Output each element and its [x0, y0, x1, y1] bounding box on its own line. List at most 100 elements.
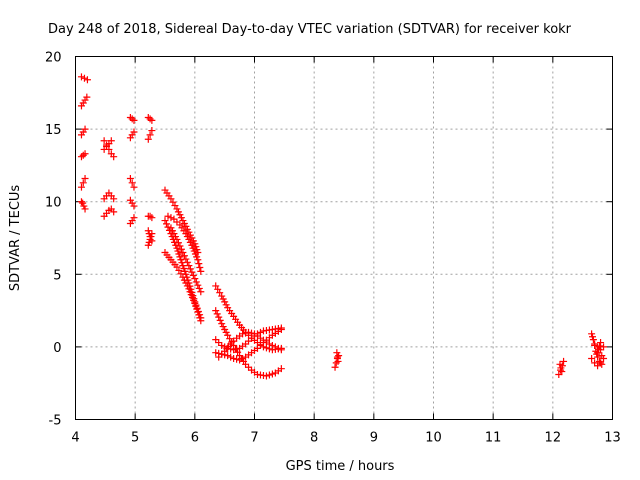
- data-point: [332, 359, 340, 367]
- data-point: [188, 288, 196, 296]
- data-point: [194, 281, 202, 289]
- data-point: [128, 179, 136, 187]
- data-point: [213, 310, 221, 318]
- data-point: [242, 329, 250, 337]
- x-tick-label: 4: [71, 431, 79, 446]
- data-point: [182, 255, 190, 263]
- y-tick-label: 5: [53, 268, 61, 283]
- data-point: [128, 115, 136, 123]
- data-point: [197, 288, 205, 296]
- data-point: [146, 212, 154, 220]
- data-point: [277, 324, 285, 332]
- data-point: [161, 217, 169, 225]
- x-tick-label: 7: [250, 431, 258, 446]
- chart-title: Day 248 of 2018, Sidereal Day-to-day VTE…: [48, 22, 572, 37]
- data-point: [600, 343, 608, 351]
- data-point: [595, 345, 603, 353]
- x-axis-tick-labels: 4 5 6 7 8 9 10 11 12 13: [71, 431, 620, 446]
- y-tick-label: 20: [45, 51, 62, 66]
- data-point: [197, 314, 205, 322]
- y-tick-label: 0: [53, 341, 61, 356]
- data-point: [77, 183, 85, 191]
- x-tick-label: 10: [425, 431, 442, 446]
- data-points: [77, 73, 608, 380]
- data-point: [277, 365, 285, 373]
- data-point: [224, 352, 232, 360]
- data-point: [130, 214, 138, 222]
- data-point: [148, 116, 156, 124]
- data-point: [239, 330, 247, 338]
- data-point: [195, 260, 203, 268]
- data-point: [187, 285, 195, 293]
- data-point: [194, 307, 202, 315]
- data-point: [148, 127, 156, 135]
- data-point: [81, 174, 89, 182]
- x-tick-label: 12: [545, 431, 562, 446]
- data-point: [597, 339, 605, 347]
- data-point: [331, 363, 339, 371]
- data-point: [557, 364, 565, 372]
- data-point: [188, 268, 196, 276]
- data-point: [126, 174, 134, 182]
- y-tick-label: 10: [45, 196, 62, 211]
- data-point: [268, 341, 276, 349]
- data-point: [167, 214, 175, 222]
- data-point: [79, 179, 87, 187]
- x-tick-label: 5: [131, 431, 139, 446]
- data-point: [148, 237, 156, 245]
- data-point: [236, 356, 244, 364]
- data-point: [110, 195, 118, 203]
- data-point: [588, 355, 596, 363]
- data-point: [597, 359, 605, 367]
- plot-frame: [75, 56, 613, 420]
- data-point: [191, 275, 199, 283]
- data-point: [560, 357, 568, 365]
- data-point: [110, 208, 118, 216]
- data-point: [265, 371, 273, 379]
- data-point: [130, 183, 138, 191]
- data-point: [164, 223, 172, 231]
- data-point: [190, 295, 198, 303]
- x-tick-label: 9: [370, 431, 378, 446]
- data-point: [245, 328, 253, 336]
- y-tick-label: 15: [45, 123, 62, 138]
- data-point: [189, 271, 197, 279]
- data-point: [146, 131, 154, 139]
- y-axis-tick-labels: -5 0 5 10 15 20: [45, 51, 62, 429]
- data-point: [215, 313, 223, 321]
- data-point: [107, 137, 115, 145]
- data-point: [146, 115, 154, 123]
- data-point: [212, 349, 220, 357]
- data-point: [230, 346, 238, 354]
- data-point: [195, 284, 203, 292]
- data-point: [81, 150, 89, 158]
- data-point: [265, 340, 273, 348]
- data-point: [274, 344, 282, 352]
- data-point: [110, 153, 118, 161]
- data-point: [185, 279, 193, 287]
- data-point: [248, 329, 256, 337]
- data-point: [334, 357, 342, 365]
- data-point: [80, 74, 88, 82]
- data-point: [596, 342, 604, 350]
- data-point: [146, 233, 154, 241]
- x-tick-label: 6: [191, 431, 199, 446]
- data-point: [179, 249, 187, 257]
- data-point: [227, 353, 235, 361]
- data-point: [194, 256, 202, 264]
- data-point: [77, 198, 85, 206]
- data-point: [558, 368, 566, 376]
- data-point: [556, 360, 564, 368]
- data-point: [218, 341, 226, 349]
- grid-lines: [75, 56, 613, 420]
- data-point: [186, 282, 194, 290]
- data-point: [271, 343, 279, 351]
- data-point: [277, 346, 285, 354]
- data-point: [230, 355, 238, 363]
- data-point: [216, 316, 224, 324]
- data-point: [144, 135, 152, 143]
- data-point: [77, 73, 85, 81]
- x-tick-label: 8: [310, 431, 318, 446]
- data-point: [148, 214, 156, 222]
- y-axis-label: SDTVAR / TECUs: [8, 185, 23, 292]
